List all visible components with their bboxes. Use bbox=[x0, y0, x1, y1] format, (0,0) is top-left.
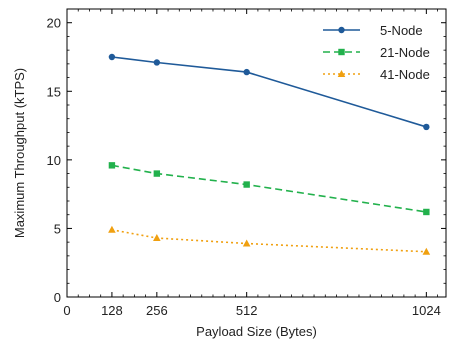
data-point-5-node bbox=[108, 53, 116, 61]
y-tick-label: 0 bbox=[54, 290, 61, 305]
series-41-node bbox=[108, 225, 431, 255]
data-point-5-node bbox=[423, 123, 430, 131]
series-line-41-node bbox=[111, 229, 427, 253]
axis-ticks: 0 128 256 512 1024 0 5 10 15 20 bbox=[47, 9, 446, 318]
series-5-node bbox=[108, 53, 430, 131]
x-tick-label: 128 bbox=[101, 303, 123, 318]
legend-entry-41-node: 41-Node bbox=[323, 67, 430, 82]
series-layer bbox=[108, 53, 431, 255]
legend-entry-21-node: 21-Node bbox=[323, 45, 430, 60]
legend: 5-Node 21-Node 41-Node bbox=[323, 23, 430, 82]
data-point-21-node bbox=[108, 162, 116, 169]
series-line-21-node bbox=[111, 164, 427, 213]
data-point-41-node bbox=[242, 239, 251, 247]
data-point-21-node bbox=[153, 170, 161, 177]
legend-entry-5-node: 5-Node bbox=[323, 23, 423, 38]
data-point-5-node bbox=[243, 68, 250, 76]
legend-marker bbox=[337, 70, 346, 77]
y-tick-label: 15 bbox=[47, 84, 61, 99]
legend-label: 21-Node bbox=[380, 45, 430, 60]
x-tick-label: 512 bbox=[236, 303, 258, 318]
data-point-41-node bbox=[153, 234, 161, 242]
y-tick-label: 5 bbox=[54, 221, 61, 236]
legend-label: 41-Node bbox=[380, 67, 430, 82]
x-tick-label: 1024 bbox=[412, 303, 441, 318]
data-point-41-node bbox=[422, 247, 431, 255]
y-tick-label: 20 bbox=[47, 16, 61, 31]
data-point-21-node bbox=[423, 208, 430, 216]
series-21-node bbox=[108, 162, 430, 216]
y-tick-label: 10 bbox=[47, 153, 61, 168]
legend-label: 5-Node bbox=[380, 23, 423, 38]
data-point-41-node bbox=[108, 225, 116, 233]
data-point-21-node bbox=[243, 181, 250, 188]
x-axis-label: Payload Size (Bytes) bbox=[196, 324, 317, 339]
series-line-5-node bbox=[111, 56, 427, 128]
legend-marker bbox=[338, 26, 345, 34]
y-axis-label: Maximum Throughput (kTPS) bbox=[12, 68, 27, 238]
plot-frame bbox=[66, 8, 447, 298]
data-point-5-node bbox=[153, 59, 161, 66]
legend-marker bbox=[338, 48, 345, 56]
x-tick-label: 0 bbox=[63, 303, 70, 318]
x-tick-label: 256 bbox=[146, 303, 168, 318]
